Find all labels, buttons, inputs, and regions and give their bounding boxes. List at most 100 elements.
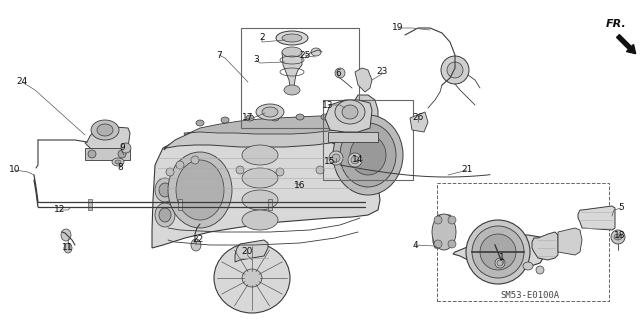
Polygon shape bbox=[328, 132, 378, 142]
Ellipse shape bbox=[121, 143, 131, 153]
Ellipse shape bbox=[495, 258, 505, 268]
Polygon shape bbox=[164, 117, 362, 150]
Ellipse shape bbox=[236, 166, 244, 174]
Ellipse shape bbox=[191, 239, 201, 251]
Ellipse shape bbox=[341, 116, 349, 122]
Ellipse shape bbox=[214, 243, 290, 313]
Ellipse shape bbox=[221, 117, 229, 123]
Ellipse shape bbox=[242, 210, 278, 230]
Text: 19: 19 bbox=[392, 24, 404, 33]
Text: 2: 2 bbox=[259, 33, 265, 42]
Text: 8: 8 bbox=[117, 164, 123, 173]
Ellipse shape bbox=[64, 243, 72, 253]
Ellipse shape bbox=[350, 135, 386, 175]
Ellipse shape bbox=[434, 240, 442, 248]
Text: 20: 20 bbox=[241, 248, 253, 256]
Polygon shape bbox=[453, 235, 545, 270]
Text: 17: 17 bbox=[243, 114, 253, 122]
Text: 18: 18 bbox=[614, 231, 626, 240]
Text: SM53-E0100A: SM53-E0100A bbox=[500, 291, 559, 300]
Bar bbox=[323, 100, 413, 180]
Ellipse shape bbox=[176, 160, 224, 220]
Ellipse shape bbox=[88, 150, 96, 158]
Polygon shape bbox=[282, 52, 302, 90]
Polygon shape bbox=[355, 68, 372, 92]
Polygon shape bbox=[532, 232, 558, 260]
Text: 4: 4 bbox=[412, 241, 418, 249]
Bar bbox=[268, 199, 272, 210]
Polygon shape bbox=[433, 215, 453, 248]
Ellipse shape bbox=[191, 156, 199, 164]
Ellipse shape bbox=[97, 124, 113, 136]
Bar bbox=[437, 183, 609, 301]
Text: FR.: FR. bbox=[606, 19, 627, 29]
Polygon shape bbox=[353, 95, 378, 148]
Text: 1: 1 bbox=[499, 254, 505, 263]
Polygon shape bbox=[325, 100, 372, 132]
Ellipse shape bbox=[523, 262, 533, 270]
Ellipse shape bbox=[329, 151, 343, 165]
Ellipse shape bbox=[91, 120, 119, 140]
Ellipse shape bbox=[159, 208, 171, 222]
Ellipse shape bbox=[256, 104, 284, 120]
Polygon shape bbox=[152, 132, 380, 248]
Text: 6: 6 bbox=[335, 69, 341, 78]
Bar bbox=[178, 199, 182, 210]
Ellipse shape bbox=[351, 156, 359, 164]
Ellipse shape bbox=[155, 203, 175, 227]
Ellipse shape bbox=[61, 229, 71, 241]
Ellipse shape bbox=[196, 120, 204, 126]
Polygon shape bbox=[558, 228, 582, 255]
Ellipse shape bbox=[271, 115, 279, 121]
Ellipse shape bbox=[611, 230, 625, 244]
Polygon shape bbox=[85, 127, 130, 152]
Text: 26: 26 bbox=[412, 114, 424, 122]
Ellipse shape bbox=[242, 269, 262, 287]
Ellipse shape bbox=[246, 115, 254, 121]
Text: 15: 15 bbox=[324, 158, 336, 167]
Text: 24: 24 bbox=[17, 78, 28, 86]
Text: 22: 22 bbox=[193, 235, 204, 244]
Ellipse shape bbox=[342, 105, 358, 119]
Ellipse shape bbox=[282, 34, 302, 42]
Ellipse shape bbox=[335, 100, 365, 124]
Ellipse shape bbox=[242, 190, 278, 210]
Text: 3: 3 bbox=[253, 56, 259, 64]
Ellipse shape bbox=[316, 166, 324, 174]
Ellipse shape bbox=[296, 114, 304, 120]
Ellipse shape bbox=[311, 48, 321, 56]
Ellipse shape bbox=[321, 114, 329, 120]
Ellipse shape bbox=[333, 115, 403, 195]
Text: 12: 12 bbox=[54, 205, 66, 214]
Ellipse shape bbox=[447, 62, 463, 78]
Ellipse shape bbox=[112, 158, 124, 166]
Polygon shape bbox=[184, 116, 360, 135]
Ellipse shape bbox=[441, 56, 469, 84]
Bar bbox=[88, 199, 92, 210]
Polygon shape bbox=[85, 148, 130, 160]
Ellipse shape bbox=[536, 266, 544, 274]
Ellipse shape bbox=[284, 85, 300, 95]
Ellipse shape bbox=[448, 216, 456, 224]
Ellipse shape bbox=[466, 220, 530, 284]
Text: 5: 5 bbox=[618, 204, 624, 212]
Ellipse shape bbox=[276, 31, 308, 45]
Ellipse shape bbox=[472, 226, 524, 278]
Text: 7: 7 bbox=[216, 50, 222, 60]
Ellipse shape bbox=[282, 47, 302, 57]
Ellipse shape bbox=[262, 107, 278, 117]
Polygon shape bbox=[410, 112, 428, 132]
Ellipse shape bbox=[242, 168, 278, 188]
Ellipse shape bbox=[276, 168, 284, 176]
Text: 23: 23 bbox=[376, 68, 388, 77]
Ellipse shape bbox=[159, 183, 171, 197]
Ellipse shape bbox=[614, 234, 622, 240]
Bar bbox=[241, 28, 359, 128]
Text: 9: 9 bbox=[119, 144, 125, 152]
Ellipse shape bbox=[166, 168, 174, 176]
Ellipse shape bbox=[118, 150, 126, 158]
Text: 11: 11 bbox=[62, 243, 74, 253]
Polygon shape bbox=[578, 206, 615, 230]
Text: 21: 21 bbox=[461, 166, 473, 174]
Ellipse shape bbox=[480, 234, 516, 270]
